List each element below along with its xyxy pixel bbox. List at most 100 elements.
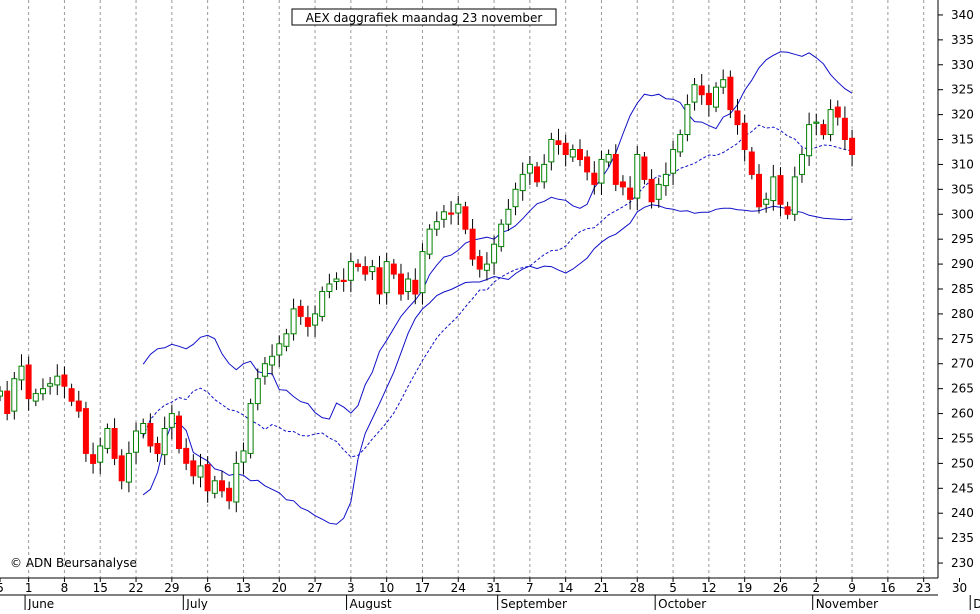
- candle-body-up: [233, 462, 240, 503]
- candle: [469, 218, 476, 266]
- candle-body-up: [770, 176, 777, 202]
- candle: [147, 413, 154, 453]
- candle-body-down: [297, 305, 304, 317]
- candle-body-down: [204, 464, 211, 492]
- candle-body-up: [720, 79, 727, 88]
- candle-body-down: [619, 181, 626, 188]
- candle: [670, 141, 677, 186]
- candle: [426, 224, 433, 260]
- candle-body-down: [390, 263, 397, 275]
- candle-body-down: [641, 156, 648, 180]
- candle: [197, 453, 204, 488]
- x-tick-label: 16: [880, 581, 895, 595]
- candle: [390, 259, 397, 280]
- candle: [4, 380, 11, 421]
- y-tick-label: 235: [951, 531, 974, 545]
- x-tick-label: 9: [848, 581, 856, 595]
- candle-body-up: [491, 243, 498, 264]
- candle: [827, 99, 834, 142]
- candle-body-down: [834, 106, 841, 118]
- candle: [347, 253, 354, 293]
- candle: [455, 195, 462, 225]
- x-tick-label: 2: [812, 581, 820, 595]
- candle-body-up: [440, 211, 447, 220]
- candle: [82, 401, 89, 462]
- candle-body-down: [705, 92, 712, 106]
- candle: [376, 255, 383, 305]
- candle-body-up: [18, 365, 25, 381]
- x-tick-label: 29: [164, 581, 179, 595]
- candle: [634, 145, 641, 211]
- candle: [226, 481, 233, 510]
- candle: [176, 411, 182, 454]
- y-tick-label: 260: [951, 407, 974, 421]
- candle: [756, 164, 762, 214]
- candle-body-up: [383, 261, 390, 294]
- candle-body-down: [577, 149, 583, 160]
- candle-body-up: [276, 343, 283, 356]
- candle-body-down: [612, 154, 619, 185]
- candle-body-down: [340, 279, 347, 282]
- candle-body-down: [61, 374, 68, 387]
- candle: [476, 249, 483, 278]
- candle-body-down: [190, 460, 197, 477]
- candle: [806, 112, 813, 166]
- candle: [326, 273, 333, 299]
- candle-body-down: [118, 455, 125, 482]
- candle: [312, 305, 319, 338]
- candle: [813, 113, 820, 136]
- candle: [462, 201, 469, 235]
- candle: [276, 335, 283, 367]
- candle-body-down: [226, 487, 233, 502]
- candle-body-up: [813, 121, 820, 124]
- candle-body-up: [498, 223, 505, 248]
- candle: [211, 475, 218, 499]
- candle: [498, 219, 505, 252]
- candle: [605, 149, 612, 167]
- candle: [770, 164, 777, 211]
- candle: [297, 299, 304, 325]
- candle-body-up: [519, 173, 526, 192]
- candle-body-up: [806, 124, 813, 157]
- candle-body-up: [326, 283, 333, 292]
- candle: [25, 356, 32, 411]
- candle: [54, 364, 61, 396]
- candle: [204, 456, 211, 503]
- candle: [834, 100, 841, 126]
- month-label: September: [501, 597, 567, 610]
- candle-body-up: [548, 139, 555, 163]
- candle-body-up: [799, 154, 805, 175]
- candle-body-up: [140, 423, 147, 434]
- candle: [591, 161, 598, 195]
- candle: [398, 263, 404, 301]
- candle-body-down: [462, 206, 469, 230]
- candle: [433, 211, 440, 236]
- candle: [161, 416, 168, 465]
- candle-body-up: [333, 278, 340, 282]
- candle-body-down: [727, 76, 734, 111]
- candle-body-down: [82, 408, 89, 454]
- candle-body-up: [655, 183, 662, 200]
- candle-body-up: [168, 413, 175, 428]
- candle-body-up: [677, 134, 684, 153]
- x-tick-label: 31: [486, 581, 501, 595]
- candle: [705, 84, 712, 117]
- candle: [68, 383, 75, 407]
- candle-body-down: [376, 267, 383, 295]
- y-tick-label: 330: [951, 58, 974, 72]
- candle: [125, 441, 132, 493]
- candle-body-up: [512, 188, 519, 208]
- candle: [541, 154, 548, 189]
- month-label: July: [185, 597, 208, 610]
- candle-body-down: [183, 447, 190, 464]
- candle: [777, 167, 784, 217]
- candle-body-down: [4, 390, 11, 415]
- month-label: October: [658, 597, 706, 610]
- candle: [519, 162, 526, 201]
- grid: [28, 0, 925, 578]
- candle: [47, 376, 54, 395]
- candle-body-up: [541, 163, 548, 183]
- candle: [383, 253, 390, 305]
- candle: [333, 272, 340, 290]
- candle-body-up: [269, 355, 276, 366]
